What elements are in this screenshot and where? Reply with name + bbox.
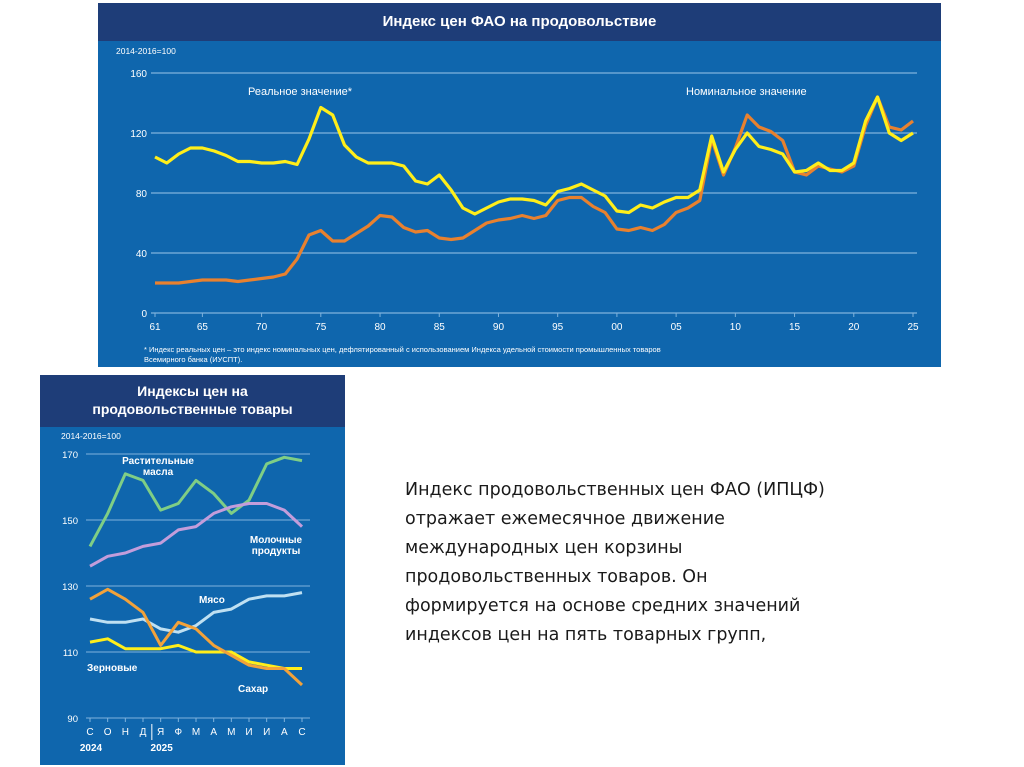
x-tick-label: 90 [493,322,505,333]
x-tick-label: 00 [611,322,623,333]
x-tick-label: Д [140,727,147,738]
series-line-meat [89,591,303,634]
series-line-veg-oils [88,455,303,548]
x-tick-label: 95 [552,322,564,333]
series-line-dairy [89,502,304,568]
y-tick-label: 160 [130,69,147,80]
y-tick-label: 110 [63,648,78,659]
x-tick-label: 15 [789,322,801,333]
x-tick-label: М [192,727,200,738]
description-line: международных цен корзины [405,538,683,558]
x-tick-label: 80 [374,322,386,333]
description-line: формируется на основе средних значений [405,596,801,616]
series-line-real [154,95,914,216]
y-tick-label: 150 [62,516,78,527]
top-chart-base-label: 2014-2016=100 [116,46,176,56]
x-tick-label: О [104,727,112,738]
y-tick-label: 90 [67,714,78,725]
x-tick-label: 61 [149,322,161,333]
top-chart-footnote-line1: * Индекс реальных цен – это индекс номин… [144,345,661,354]
description-line: продовольственных товаров. Он [405,567,708,587]
description-line: индексов цен на пять товарных групп, [405,625,767,645]
description-line: отражает ежемесячное движение [405,509,725,529]
top-chart-title: Индекс цен ФАО на продовольствие [98,3,941,41]
bottom-chart-base-label: 2014-2016=100 [61,431,121,441]
x-tick-label: А [281,727,288,738]
bottom-chart-title-line1: Индексы цен на [137,383,248,399]
x-tick-label: Ф [175,727,183,738]
description-text: Индекс продовольственных цен ФАО (ИПЦФ) … [405,476,925,650]
x-tick-label: М [227,727,235,738]
x-tick-label: 05 [671,322,683,333]
x-tick-label: 70 [256,322,268,333]
year-label-2025: 2025 [151,743,174,754]
series-label-dairy-line1: Молочные [250,535,303,546]
top-chart-panel: Индекс цен ФАО на продовольствие 2014-20… [98,3,941,367]
x-tick-label: 20 [848,322,860,333]
x-tick-label: 65 [197,322,209,333]
series-line-sugar [89,587,304,687]
series-label-real: Реальное значение* [248,86,353,98]
x-tick-label: 25 [907,322,919,333]
y-tick-label: 130 [62,582,78,593]
series-label-sugar: Сахар [238,684,268,695]
x-tick-label: С [298,727,305,738]
y-tick-label: 120 [130,129,147,140]
description-line: Индекс продовольственных цен ФАО (ИПЦФ) [405,480,825,500]
x-tick-label: 85 [434,322,446,333]
x-tick-label: Н [122,727,129,738]
y-tick-label: 170 [62,450,78,461]
bottom-chart-title: Индексы цен на продовольственные товары [40,375,345,427]
y-tick-label: 40 [136,249,148,260]
series-label-cereals: Зерновые [87,663,138,674]
series-label-dairy-line2: продукты [252,546,301,557]
bottom-chart-panel: Индексы цен на продовольственные товары … [40,375,345,765]
x-tick-label: С [86,727,93,738]
bottom-chart-title-line2: продовольственные товары [92,401,293,417]
series-label-veg-oils-line2: масла [143,467,174,478]
series-label-meat: Мясо [199,595,225,606]
series-label-veg-oils-line1: Растительные [122,456,194,467]
y-tick-label: 80 [136,189,148,200]
y-tick-label: 0 [141,309,147,320]
top-chart-footnote-line2: Всемирного банка (ИУСПТ). [144,355,242,364]
x-tick-label: Я [157,727,164,738]
year-label-2024: 2024 [80,743,103,754]
x-tick-label: 75 [315,322,327,333]
x-tick-label: 10 [730,322,742,333]
x-tick-label: И [263,727,270,738]
series-line-nominal [155,95,914,285]
x-tick-label: И [245,727,252,738]
top-chart-svg: 2014-2016=100 * Индекс реальных цен – эт… [116,46,919,364]
series-line-cereals [89,637,302,670]
series-label-nominal: Номинальное значение [686,86,807,98]
x-tick-label: А [210,727,217,738]
